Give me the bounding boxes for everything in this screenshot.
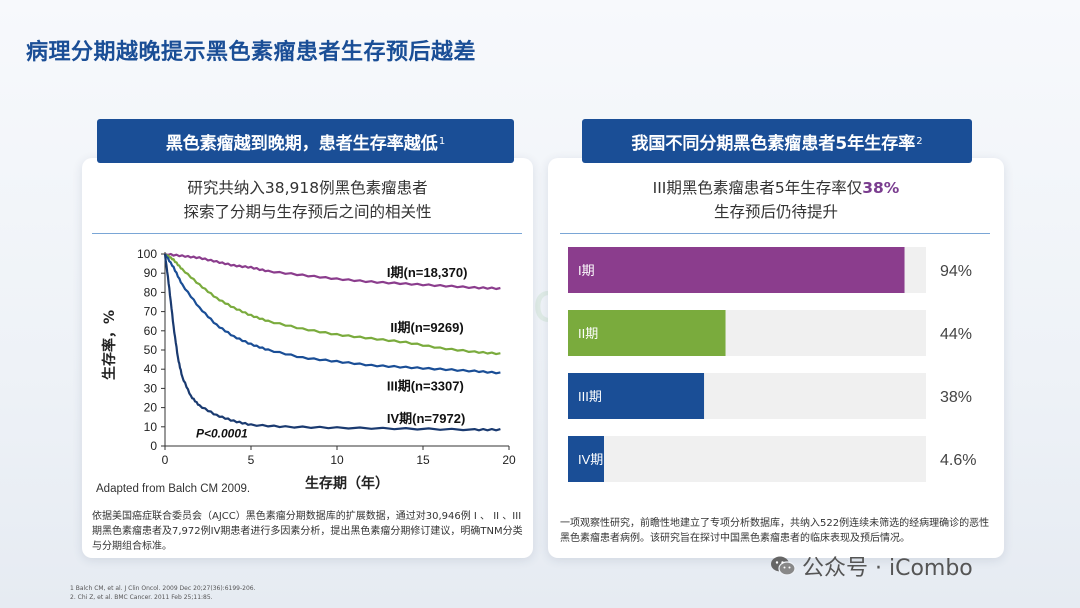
survival-rate-bar-chart: I期 94% II期 44% III期 38% IV期 4.6% <box>568 247 976 482</box>
right-subtitle-line1: III期黑色素瘤患者5年生存率仅38% <box>548 176 1004 200</box>
series-label: III期(n=3307) <box>387 378 464 393</box>
left-subtitle-line1: 研究共纳入38,918例黑色素瘤患者 <box>187 179 428 197</box>
x-tick-label: 0 <box>162 453 169 467</box>
x-axis-label: 生存期（年） <box>305 475 389 492</box>
right-divider <box>560 233 990 234</box>
right-subtitle-highlight: 38% <box>862 179 900 197</box>
right-panel-header-label: 我国不同分期黑色素瘤患者5年生存率 <box>631 133 916 154</box>
x-tick-label: 20 <box>502 453 516 467</box>
bar-value-label: 38% <box>940 389 972 406</box>
y-tick-label: 70 <box>144 305 158 319</box>
bar-category-label: II期 <box>578 326 598 341</box>
right-subtitle-line2: 生存预后仍待提升 <box>713 203 838 221</box>
y-tick-label: 50 <box>144 343 158 357</box>
y-tick-label: 20 <box>144 401 158 415</box>
bar <box>568 436 604 482</box>
y-tick-label: 30 <box>144 381 158 395</box>
series-label: II期(n=9269) <box>390 320 463 335</box>
left-divider <box>92 233 522 234</box>
survival-curve-chart: 0 10 20 30 40 50 60 70 80 90 100 0 5 10 15 20 生存期（年） 生存率，… <box>96 247 516 495</box>
reference-2: 2. Chi Z, et al. BMC Cancer. 2011 Feb 25… <box>70 594 213 601</box>
page-title: 病理分期越晚提示黑色素瘤患者生存预后越差 <box>26 40 477 65</box>
series-line <box>164 252 501 291</box>
series-line <box>163 253 501 432</box>
bar <box>568 310 726 356</box>
left-ref-marker: 1 <box>438 135 446 147</box>
y-tick-label: 60 <box>144 324 158 338</box>
x-tick-label: 15 <box>416 453 430 467</box>
p-value-annotation: P<0.0001 <box>196 426 248 440</box>
bar <box>568 247 905 293</box>
watermark-corner: 公众号 · iCombo <box>770 550 973 582</box>
bar <box>568 373 705 419</box>
y-tick-label: 0 <box>150 439 157 453</box>
bar-track <box>568 436 926 482</box>
right-panel <box>548 158 1004 558</box>
left-subtitle-line2: 探索了分期与生存预后之间的相关性 <box>183 203 432 221</box>
bar-value-label: 94% <box>940 263 972 280</box>
series-label: IV期(n=7972) <box>387 411 465 426</box>
references: 1 Balch CM, et al. J Clin Oncol. 2009 De… <box>70 584 256 602</box>
left-subtitle: 研究共纳入38,918例黑色素瘤患者 探索了分期与生存预后之间的相关性 <box>82 176 533 224</box>
reference-1: 1 Balch CM, et al. J Clin Oncol. 2009 De… <box>70 585 256 592</box>
bar-category-label: III期 <box>578 389 602 404</box>
bar-category-label: IV期 <box>578 452 603 467</box>
x-tick-label: 5 <box>248 453 255 467</box>
series-label: I期(n=18,370) <box>387 265 468 280</box>
watermark-corner-label: 公众号 · iCombo <box>802 556 973 581</box>
series-line <box>164 253 501 375</box>
left-panel-header: 黑色素瘤越到晚期，患者生存率越低 1 <box>97 119 514 163</box>
left-footnote: 依据美国癌症联合委员会（AJCC）黑色素瘤分期数据库的扩展数据，通过对30,94… <box>92 511 523 552</box>
y-tick-label: 100 <box>137 247 157 261</box>
y-tick-label: 90 <box>144 266 158 280</box>
y-tick-label: 80 <box>144 285 158 299</box>
source-note: Adapted from Balch CM 2009. <box>96 483 250 495</box>
y-tick-label: 40 <box>144 362 158 376</box>
wechat-icon <box>771 556 796 576</box>
bar-value-label: 44% <box>940 326 972 343</box>
bar-category-label: I期 <box>578 263 595 278</box>
right-footnote: 一项观察性研究，前瞻性地建立了专项分析数据库，共纳入522例连续未筛选的经病理确… <box>560 518 990 544</box>
y-tick-label: 10 <box>144 420 158 434</box>
right-subtitle: III期黑色素瘤患者5年生存率仅38% 生存预后仍待提升 <box>548 176 1004 224</box>
right-subtitle-prefix: III期黑色素瘤患者5年生存率仅 <box>652 179 863 197</box>
x-tick-label: 10 <box>330 453 344 467</box>
y-axis-label: 生存率，% <box>101 310 118 380</box>
right-ref-marker: 2 <box>916 135 923 147</box>
bar-value-label: 4.6% <box>940 452 976 469</box>
left-panel-header-label: 黑色素瘤越到晚期，患者生存率越低 <box>165 133 438 154</box>
right-panel-header: 我国不同分期黑色素瘤患者5年生存率 2 <box>582 119 972 163</box>
series-line <box>164 253 501 356</box>
